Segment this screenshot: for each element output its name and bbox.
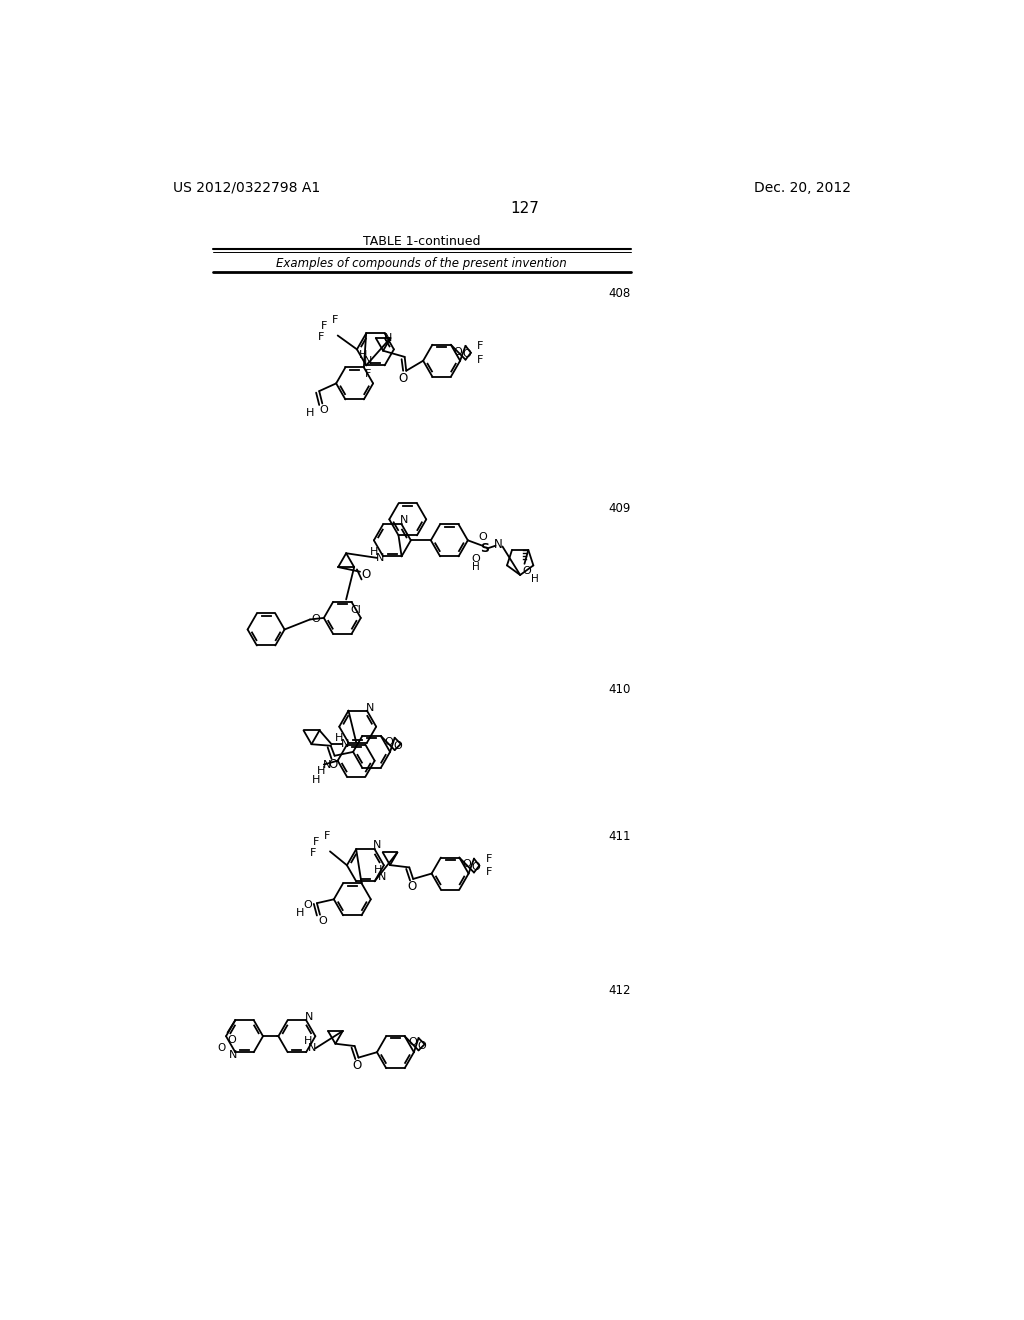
Text: N: N (341, 739, 349, 750)
Text: O: O (454, 347, 462, 356)
Text: N: N (378, 873, 386, 882)
Text: 412: 412 (608, 983, 631, 997)
Text: O: O (398, 372, 408, 385)
Text: O: O (463, 348, 471, 359)
Text: Examples of compounds of the present invention: Examples of compounds of the present inv… (276, 256, 567, 269)
Text: N: N (364, 356, 372, 366)
Text: O: O (329, 758, 338, 771)
Text: O: O (227, 1035, 237, 1045)
Text: N: N (304, 1012, 313, 1022)
Text: H: H (530, 574, 539, 585)
Text: Dec. 20, 2012: Dec. 20, 2012 (755, 181, 851, 194)
Text: O: O (462, 859, 471, 870)
Text: O: O (217, 1043, 225, 1053)
Text: H: H (472, 561, 479, 572)
Text: F: F (366, 368, 372, 379)
Text: F: F (332, 315, 338, 325)
Text: O: O (408, 1038, 417, 1047)
Text: F: F (485, 867, 492, 878)
Text: H: H (316, 767, 325, 776)
Text: O: O (393, 741, 402, 751)
Text: H: H (306, 408, 314, 417)
Text: H: H (335, 733, 343, 743)
Text: O: O (478, 532, 486, 543)
Text: O: O (303, 900, 312, 911)
Text: O: O (352, 1059, 361, 1072)
Text: F: F (310, 847, 316, 858)
Text: N: N (373, 840, 382, 850)
Text: H: H (370, 546, 378, 557)
Text: US 2012/0322798 A1: US 2012/0322798 A1 (173, 181, 321, 194)
Text: 410: 410 (608, 684, 631, 696)
Text: Cl: Cl (350, 605, 360, 615)
Text: O: O (417, 1041, 426, 1051)
Text: N: N (400, 515, 409, 524)
Text: N: N (228, 1049, 237, 1060)
Text: F: F (324, 832, 330, 841)
Text: O: O (361, 569, 371, 581)
Text: O: O (319, 405, 329, 416)
Text: F: F (477, 355, 483, 364)
Text: O: O (384, 737, 393, 747)
Text: N: N (495, 537, 503, 550)
Text: H: H (296, 908, 304, 919)
Text: F: F (485, 854, 492, 863)
Text: TABLE 1-continued: TABLE 1-continued (362, 235, 480, 248)
Text: N: N (366, 702, 374, 713)
Text: 127: 127 (510, 201, 540, 216)
Text: N: N (323, 759, 331, 770)
Text: S: S (480, 541, 489, 554)
Text: 411: 411 (608, 829, 631, 842)
Text: O: O (407, 880, 416, 894)
Text: H: H (312, 775, 321, 785)
Text: H: H (375, 866, 383, 875)
Text: O: O (311, 615, 321, 624)
Text: F: F (321, 321, 327, 331)
Text: O: O (471, 862, 480, 871)
Text: F: F (313, 837, 319, 847)
Text: N: N (308, 1043, 316, 1053)
Text: H: H (304, 1036, 312, 1047)
Text: N: N (376, 553, 384, 562)
Text: F: F (477, 341, 483, 351)
Text: F: F (317, 333, 324, 342)
Text: H: H (359, 350, 368, 359)
Text: O: O (522, 566, 531, 577)
Text: N: N (384, 333, 392, 343)
Text: 408: 408 (608, 286, 630, 300)
Text: O: O (471, 554, 480, 564)
Text: 409: 409 (608, 502, 631, 515)
Text: O: O (318, 916, 328, 925)
